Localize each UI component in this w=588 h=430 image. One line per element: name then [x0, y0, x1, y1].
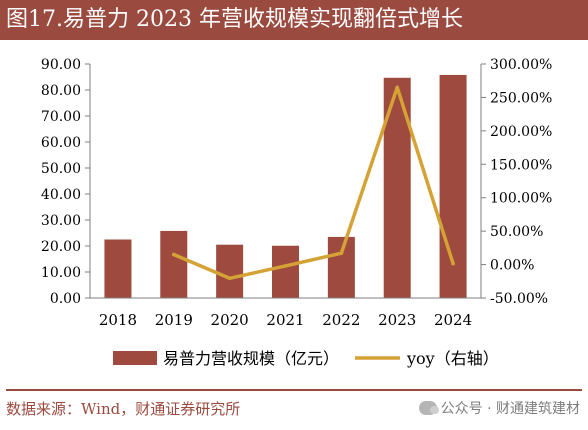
- x-tick-label: 2024: [434, 311, 472, 329]
- right-tick-label: 150.00%: [490, 157, 552, 173]
- right-tick-label: 250.00%: [490, 90, 552, 106]
- left-tick-label: 40.00: [41, 187, 81, 203]
- right-tick-label: 200.00%: [490, 124, 552, 140]
- line-series: [171, 85, 455, 281]
- right-tick-label: 0.00%: [490, 258, 534, 274]
- x-tick-label: 2023: [378, 311, 416, 329]
- left-tick-label: 0.00: [50, 291, 81, 307]
- watermark-text: 公众号 · 财通建筑建材: [440, 401, 580, 417]
- left-axis: 0.00 10.00 20.00 30.00 40.00 50.00 60.00 70.00 8…: [41, 57, 91, 307]
- left-tick-label: 10.00: [41, 265, 81, 281]
- yoy-point-2019: [171, 252, 176, 257]
- x-tick-label: 2022: [322, 311, 360, 329]
- wechat-icon: [418, 401, 439, 415]
- x-tick-label: 2020: [211, 311, 249, 329]
- chart-area: 0.00 10.00 20.00 30.00 40.00 50.00 60.00 70.00 8…: [41, 57, 552, 368]
- left-tick-label: 30.00: [41, 213, 81, 229]
- right-axis: -50.00% 0.00% 50.00% 100.00% 150.00% 200.00% 2…: [480, 57, 552, 307]
- legend-bar-swatch: [113, 351, 157, 365]
- watermark: 公众号 · 财通建筑建材: [418, 398, 580, 418]
- bar-2019: [160, 230, 188, 298]
- yoy-point-2021: [283, 264, 288, 268]
- left-tick-label: 20.00: [41, 239, 81, 255]
- right-tick-label: 100.00%: [490, 191, 552, 207]
- x-axis: 2018 2019 2020 2021 2022 2023 2024: [99, 311, 472, 329]
- yoy-point-2022: [339, 251, 344, 256]
- bar-2022: [327, 236, 355, 298]
- yoy-point-2020: [227, 276, 232, 281]
- bar-2020: [216, 244, 244, 298]
- chart-title: 图17.易普力 2023 年营收规模实现翻倍式增长: [0, 0, 588, 40]
- x-tick-label: 2018: [99, 311, 137, 329]
- bar-2018: [104, 239, 132, 298]
- yoy-point-2024: [451, 261, 455, 266]
- left-tick-label: 80.00: [41, 83, 81, 99]
- left-tick-label: 70.00: [41, 109, 81, 125]
- left-tick-label: 60.00: [41, 135, 81, 151]
- legend-bar-label: 易普力营收规模（亿元）: [163, 349, 339, 368]
- bar-2021: [272, 245, 299, 298]
- left-tick-label: 50.00: [41, 161, 81, 177]
- yoy-point-2023: [395, 85, 400, 90]
- bar-series: [104, 74, 467, 298]
- x-tick-label: 2021: [266, 311, 304, 329]
- right-tick-label: -50.00%: [490, 291, 548, 307]
- right-tick-label: 50.00%: [490, 224, 543, 240]
- source-note: 数据来源：Wind，财通证券研究所: [6, 400, 241, 418]
- x-tick-label: 2019: [155, 311, 193, 329]
- left-tick-label: 90.00: [41, 57, 81, 73]
- footer-divider: [6, 389, 582, 391]
- yoy-line: [172, 85, 455, 281]
- legend: 易普力营收规模（亿元） yoy（右轴）: [113, 349, 499, 368]
- legend-line-label: yoy（右轴）: [406, 349, 499, 368]
- right-tick-label: 300.00%: [490, 57, 552, 73]
